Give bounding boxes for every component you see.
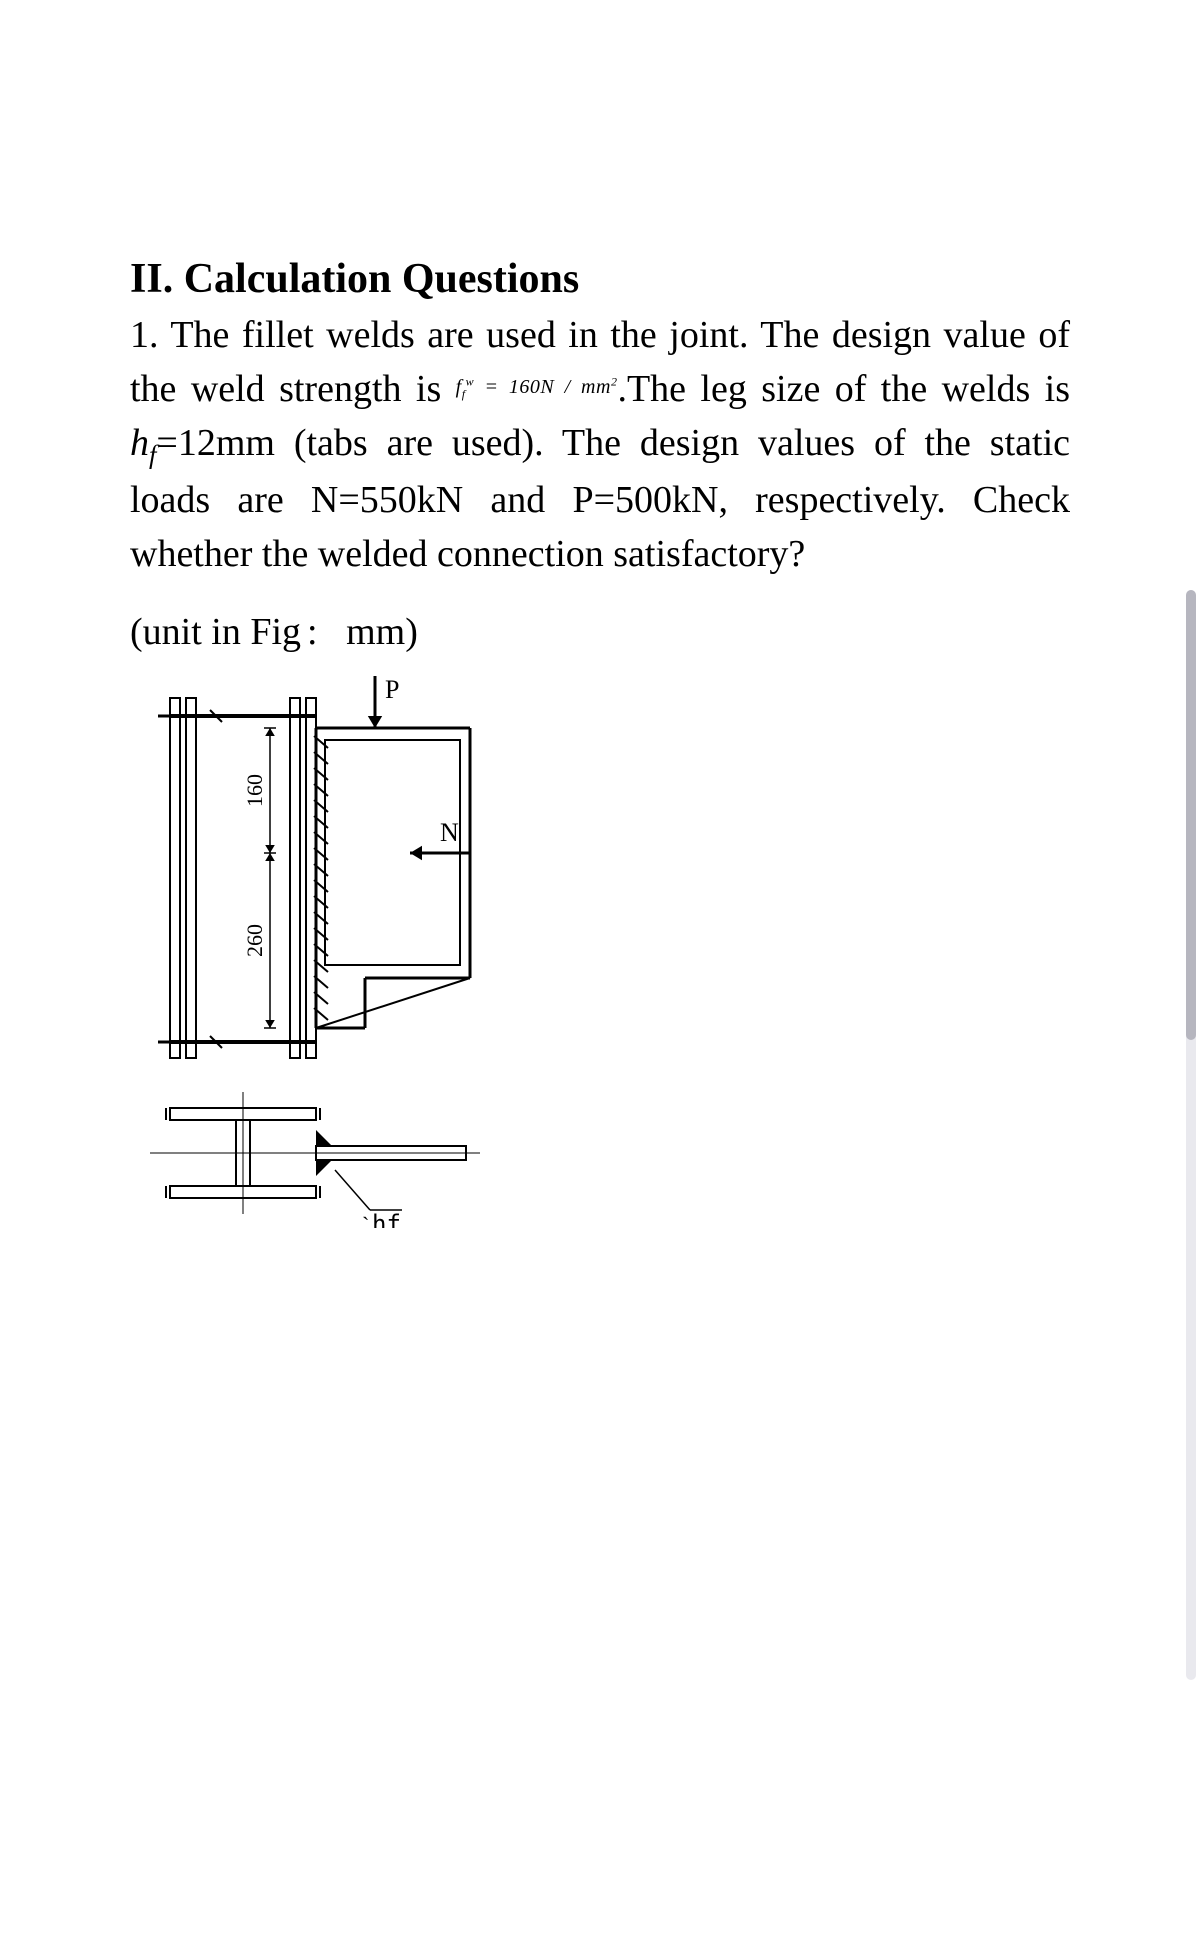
problem-text-rest: =12mm (tabs are used). The design values… xyxy=(130,422,1070,575)
svg-text:260: 260 xyxy=(242,924,267,957)
figure: 160 260 P Nhf` xyxy=(140,668,1070,1233)
svg-text:N: N xyxy=(440,818,459,847)
svg-text:`: ` xyxy=(362,1212,369,1228)
formula-ff: ffw = 160N / mm2 xyxy=(456,376,618,398)
svg-text:hf: hf xyxy=(372,1210,401,1228)
svg-text:P: P xyxy=(385,675,399,704)
problem-number: 1. xyxy=(130,314,159,356)
unit-line: (unit in Fig: mm) xyxy=(130,610,1070,654)
problem-text-mid1: .The leg size of the welds is xyxy=(617,368,1070,410)
scrollbar-track[interactable] xyxy=(1186,590,1196,1680)
section-heading: II. Calculation Questions xyxy=(130,255,1070,303)
hf-variable: hf xyxy=(130,422,156,464)
problem-text: 1. The fillet welds are used in the join… xyxy=(130,309,1070,582)
svg-text:160: 160 xyxy=(242,774,267,807)
scrollbar-thumb[interactable] xyxy=(1186,590,1196,1040)
